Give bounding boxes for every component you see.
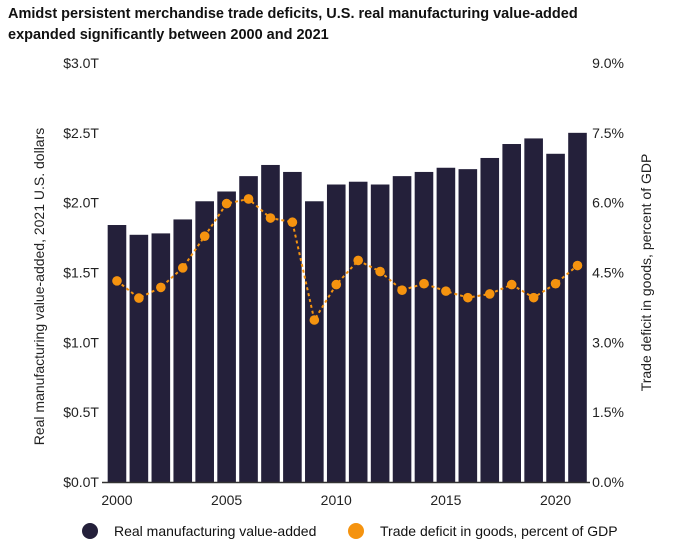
bar-2017 (480, 157, 500, 482)
x-tick-label: 2010 (321, 492, 352, 508)
bar-2020 (546, 153, 565, 482)
bar-2010 (326, 184, 346, 482)
legend-item-line: Trade deficit in goods, percent of GDP (348, 523, 618, 539)
bar-2006 (239, 176, 258, 482)
bar-2019 (524, 138, 543, 483)
bar-2011 (348, 181, 368, 482)
bar-2015 (436, 167, 456, 482)
trade-deficit-line (116, 197, 579, 323)
y-left-tick-label: $2.0T (63, 195, 99, 211)
deficit-point-2008 (287, 217, 298, 228)
bar-2007 (261, 164, 280, 482)
bar-2003 (173, 219, 193, 482)
legend-swatch-bars (82, 523, 98, 539)
bar-2008 (283, 171, 302, 482)
deficit-point-2011 (353, 255, 363, 266)
bar-2004 (195, 201, 214, 482)
y-left-tick-label: $3.0T (63, 55, 99, 71)
deficit-point-2021 (572, 260, 583, 271)
bar-2002 (151, 233, 171, 482)
deficit-point-2019 (528, 292, 539, 303)
bar-2000 (107, 225, 127, 482)
x-tick-label: 2005 (211, 492, 242, 508)
y-right-tick-label: 9.0% (592, 55, 624, 71)
bar-2009 (305, 201, 324, 482)
legend-label-bars: Real manufacturing value-added (114, 523, 317, 539)
x-tick-label: 2015 (430, 492, 461, 508)
chart-title: Amidst persistent merchandise trade defi… (8, 6, 578, 43)
deficit-point-2001 (134, 293, 144, 303)
bar-2012 (370, 184, 390, 482)
deficit-point-2010 (331, 279, 342, 290)
y-right-tick-label: 7.5% (592, 125, 624, 141)
y-right-tick-label: 0.0% (592, 474, 624, 490)
x-tick-label: 2020 (540, 492, 571, 508)
chart-svg: Real manufacturing value-added, 2021 U.S… (31, 55, 654, 508)
y-left-tick-label: $1.0T (63, 334, 99, 350)
y-axis-left-label: Real manufacturing value-added, 2021 U.S… (31, 128, 47, 446)
deficit-point-2006 (243, 194, 254, 204)
deficit-point-2017 (484, 289, 495, 299)
x-tick-label: 2000 (101, 492, 132, 508)
y-right-tick-label: 6.0% (592, 195, 624, 211)
deficit-point-2005 (221, 198, 232, 209)
y-right-tick-label: 1.5% (592, 404, 624, 420)
bar-2016 (458, 169, 478, 482)
legend-item-bars: Real manufacturing value-added (82, 523, 316, 539)
deficit-point-2000 (112, 276, 122, 286)
deficit-point-2007 (265, 213, 276, 223)
deficit-point-2002 (156, 282, 166, 293)
y-right-tick-label: 4.5% (592, 265, 624, 281)
legend-swatch-line (348, 523, 364, 539)
y-left-tick-label: $0.0T (63, 474, 99, 490)
deficit-point-2013 (397, 285, 407, 295)
deficit-point-2016 (463, 292, 473, 303)
deficit-point-2014 (419, 278, 429, 289)
bar-2014 (414, 171, 434, 482)
legend: Real manufacturing value-added Trade def… (0, 523, 677, 551)
y-axis-right-label: Trade deficit in goods, percent of GDP (638, 154, 654, 392)
legend-label-line: Trade deficit in goods, percent of GDP (380, 523, 618, 539)
deficit-point-2003 (177, 263, 188, 273)
deficit-point-2004 (199, 231, 210, 241)
deficit-point-2015 (441, 286, 451, 296)
y-right-tick-label: 3.0% (592, 334, 624, 350)
bar-2018 (502, 144, 521, 482)
bar-2013 (392, 176, 412, 482)
deficit-point-2020 (550, 278, 561, 289)
y-left-tick-label: $1.5T (63, 265, 99, 281)
bar-2005 (217, 191, 236, 483)
deficit-point-2018 (506, 279, 517, 290)
deficit-point-2012 (375, 266, 385, 277)
y-left-tick-label: $0.5T (63, 404, 99, 420)
bar-2001 (129, 234, 149, 482)
deficit-point-2009 (309, 315, 320, 325)
bar-2021 (568, 132, 587, 482)
y-left-tick-label: $2.5T (63, 125, 99, 141)
